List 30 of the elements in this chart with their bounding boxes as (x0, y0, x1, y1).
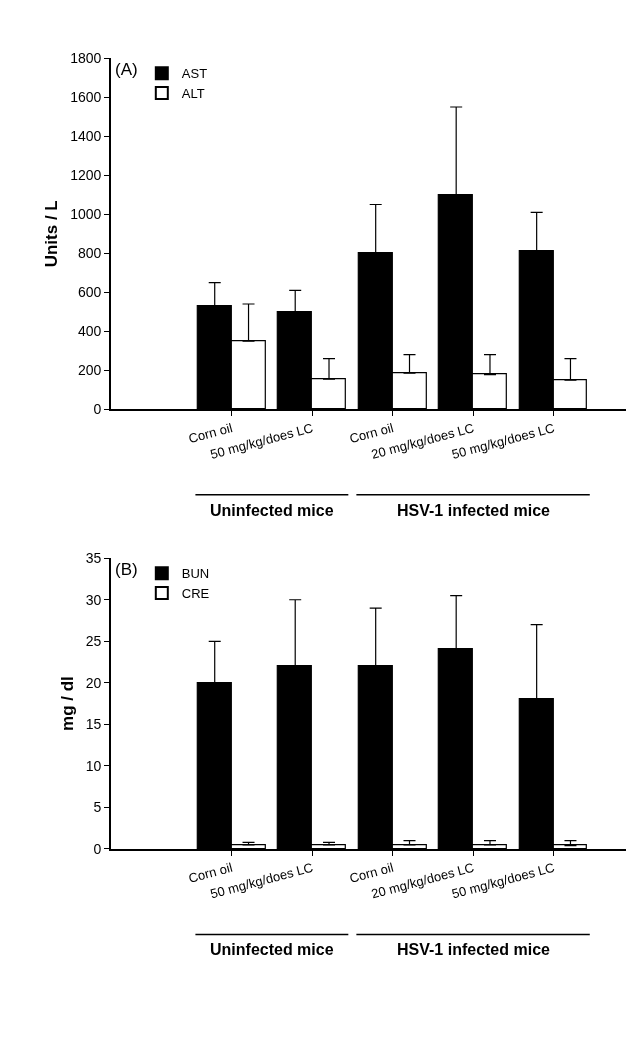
y-tick-label: 1000 (70, 206, 102, 223)
y-tick-label: 1200 (70, 167, 102, 184)
legend-label: CRE (181, 586, 210, 602)
y-tick-label: 1600 (70, 89, 102, 106)
legend-label: ALT (181, 86, 205, 102)
y-tick-label: 600 (77, 284, 102, 301)
y-tick-label: 1800 (70, 50, 102, 67)
text: HSV-1 infected mice (397, 941, 551, 958)
y-tick-label: 800 (77, 245, 102, 262)
legend-label: BUN (181, 566, 210, 582)
y-tick-label: 30 (85, 591, 102, 608)
y-tick-label: 20 (85, 674, 102, 691)
y-axis-title: Units / L (42, 200, 62, 268)
y-tick-label: 1400 (70, 128, 102, 145)
y-tick-label: 25 (85, 633, 102, 650)
y-tick-label: 15 (85, 716, 102, 733)
y-tick-label: 35 (85, 550, 102, 567)
y-tick-label: 5 (93, 799, 102, 816)
text: Uninfected mice (210, 941, 334, 958)
y-axis-title: mg / dl (57, 676, 77, 731)
y-tick-label: 0 (93, 401, 102, 418)
y-tick-label: 200 (77, 362, 102, 379)
text: HSV-1 infected mice (397, 502, 551, 519)
chart-title: (B) (115, 560, 138, 579)
chart-title: (A) (115, 60, 138, 79)
legend-label: AST (181, 66, 208, 82)
y-tick-label: 400 (77, 323, 102, 340)
y-tick-label: 10 (85, 757, 102, 774)
y-tick-label: 0 (93, 840, 102, 857)
text: Uninfected mice (210, 502, 334, 519)
